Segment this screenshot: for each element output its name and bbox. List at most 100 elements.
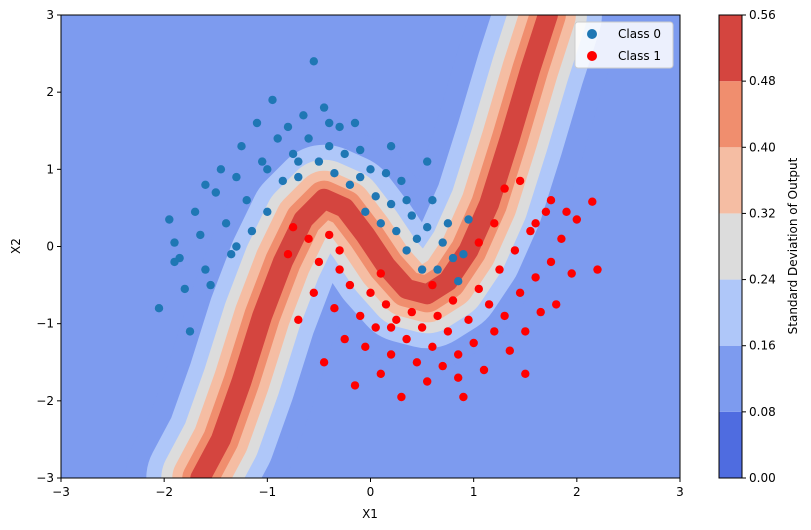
class-0-point-14	[232, 172, 241, 182]
class-0-point-4	[180, 284, 189, 294]
class-1-point-28	[433, 311, 442, 321]
class-1-point-67	[335, 246, 344, 255]
y-axis-label: X2	[9, 238, 23, 254]
class-0-point-2	[170, 238, 179, 247]
class-0-point-46	[397, 176, 406, 186]
class-0-point-53	[433, 265, 442, 274]
colorbar-segment-6	[719, 15, 742, 82]
class-0-point-32	[325, 142, 334, 151]
class-0-point-21	[268, 95, 277, 105]
class-1-point-64	[521, 369, 530, 378]
class-1-point-8	[330, 304, 339, 313]
class-1-point-20	[392, 315, 401, 324]
class-0-point-30	[314, 157, 324, 166]
class-1-point-65	[386, 323, 396, 332]
class-0-point-6	[190, 207, 200, 216]
class-1-point-11	[345, 280, 355, 290]
colorbar-segment-4	[719, 147, 742, 214]
class-0-point-42	[376, 219, 385, 228]
legend-marker-class-0	[587, 29, 597, 39]
class-0-point-1	[165, 215, 174, 224]
y-tick-label: 0	[46, 240, 54, 254]
class-0-point-43	[381, 169, 391, 178]
class-0-point-39	[361, 207, 370, 216]
class-1-point-49	[541, 207, 551, 216]
class-0-point-63	[263, 165, 272, 174]
class-1-point-0	[283, 250, 293, 259]
class-1-point-58	[500, 184, 509, 193]
class-0-point-19	[258, 157, 267, 166]
y-tick-label: 1	[46, 162, 54, 176]
colorbar-segment-1	[719, 345, 742, 412]
class-1-point-55	[572, 215, 581, 224]
class-1-point-25	[417, 323, 427, 332]
class-0-point-68	[402, 196, 411, 205]
x-axis: −3 −2 −1 0 1 2 3	[52, 478, 684, 499]
colorbar-segment-3	[719, 213, 742, 280]
class-0-point-11	[216, 165, 226, 174]
x-tick-label: 3	[676, 485, 684, 499]
class-1-point-21	[397, 392, 406, 402]
class-0-point-48	[407, 211, 416, 220]
class-1-point-36	[474, 284, 483, 294]
class-1-point-14	[361, 342, 370, 351]
class-0-point-54	[438, 238, 447, 247]
x-tick-label: 1	[470, 485, 478, 499]
class-1-point-35	[469, 338, 478, 348]
class-1-point-63	[546, 196, 556, 205]
class-1-point-13	[356, 311, 365, 321]
class-0-point-60	[170, 257, 179, 267]
class-0-point-49	[412, 234, 422, 243]
class-0-point-12	[221, 219, 231, 228]
class-1-point-19	[386, 350, 396, 359]
class-0-point-38	[356, 145, 365, 155]
class-0-point-8	[201, 265, 210, 274]
class-0-point-51	[423, 223, 432, 232]
class-0-point-61	[201, 180, 210, 189]
colorbar-segment-5	[719, 81, 742, 148]
class-1-point-44	[515, 288, 525, 297]
class-1-point-41	[500, 311, 509, 321]
class-1-point-60	[490, 219, 499, 228]
class-0-point-64	[294, 157, 303, 166]
class-1-point-23	[407, 307, 416, 317]
legend: Class 0 Class 1	[574, 21, 674, 69]
class-1-point-29	[438, 361, 447, 371]
class-1-point-47	[531, 273, 540, 282]
class-1-point-69	[454, 373, 463, 382]
colorbar-tick-label: 0.00	[749, 471, 776, 485]
class-1-point-9	[335, 265, 344, 274]
class-1-point-52	[557, 234, 566, 243]
class-1-point-4	[309, 288, 318, 297]
legend-label-class-1: Class 1	[618, 49, 661, 63]
class-1-point-38	[484, 300, 494, 309]
class-0-point-33	[330, 169, 339, 178]
legend-label-class-0: Class 0	[618, 27, 661, 41]
class-1-point-5	[314, 257, 324, 267]
class-1-point-30	[443, 327, 453, 336]
class-1-point-48	[536, 307, 545, 317]
class-0-point-55	[443, 219, 453, 228]
class-1-point-61	[474, 238, 483, 247]
class-0-point-31	[319, 103, 329, 112]
colorbar-tick-label: 0.08	[749, 405, 776, 419]
class-0-point-34	[335, 122, 344, 132]
class-0-point-62	[232, 242, 241, 251]
colorbar-tick-label: 0.16	[749, 339, 776, 353]
class-0-points	[154, 57, 473, 336]
class-0-point-15	[237, 142, 246, 151]
x-axis-label: X1	[362, 507, 378, 521]
colorbar-tick-label: 0.48	[749, 74, 776, 88]
class-1-point-17	[376, 369, 385, 378]
class-1-point-62	[531, 219, 540, 228]
class-0-point-27	[299, 111, 308, 120]
y-tick-label: −2	[36, 394, 54, 408]
class-1-point-40	[495, 265, 504, 274]
x-tick-label: 2	[573, 485, 581, 499]
class-0-point-36	[345, 180, 355, 189]
class-0-point-22	[273, 134, 282, 143]
colorbar-ticks: 0.00 0.08 0.16 0.24 0.32 0.40 0.48 0.56	[742, 8, 776, 485]
class-1-point-42	[505, 346, 514, 355]
class-1-point-43	[510, 246, 520, 255]
class-0-point-35	[340, 149, 349, 159]
